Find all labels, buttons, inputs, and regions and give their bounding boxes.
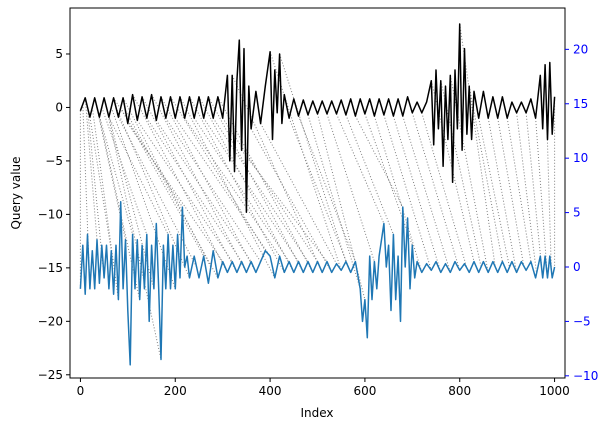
alignment-line bbox=[155, 120, 252, 262]
alignment-line bbox=[411, 112, 461, 271]
alignment-line bbox=[207, 96, 304, 273]
x-tick-label: 0 bbox=[77, 384, 85, 398]
alignment-line bbox=[506, 118, 532, 262]
alignment-line bbox=[373, 115, 423, 273]
y-tick-label-left: −15 bbox=[38, 261, 63, 275]
alignment-line bbox=[402, 115, 451, 273]
y-axis-left: −25 −20 −15 −10 −5 0 5 bbox=[38, 47, 70, 382]
alignment-line bbox=[189, 96, 285, 273]
alignment-line bbox=[478, 117, 510, 268]
alignment-line bbox=[392, 115, 442, 273]
alignment-line bbox=[136, 120, 233, 262]
alignment-line bbox=[91, 107, 119, 300]
alignment-line bbox=[269, 51, 342, 271]
alignment-line bbox=[298, 115, 356, 262]
y-tick-label-right: −5 bbox=[573, 314, 591, 328]
plot-frame bbox=[69, 7, 566, 379]
y-tick-label-right: −10 bbox=[573, 369, 598, 383]
y-tick-label-right: 15 bbox=[573, 97, 588, 111]
y-tick-label-left: −25 bbox=[38, 368, 63, 382]
x-axis-label: Index bbox=[300, 406, 333, 420]
alignment-line bbox=[141, 96, 238, 273]
alignment-line bbox=[174, 117, 271, 257]
x-tick-label: 800 bbox=[448, 384, 471, 398]
alignment-line bbox=[525, 112, 544, 278]
alignment-line bbox=[326, 113, 375, 262]
x-axis: 0 200 400 600 800 1000 bbox=[77, 378, 570, 398]
x-tick-label: 600 bbox=[353, 384, 376, 398]
alignment-line bbox=[132, 94, 228, 273]
alignment-line bbox=[184, 117, 281, 257]
y-axis-label: Query value bbox=[9, 156, 23, 229]
alignment-line bbox=[544, 64, 552, 270]
y-tick-label-right: 10 bbox=[573, 151, 588, 165]
alignment-line bbox=[279, 53, 347, 262]
alignment-line bbox=[459, 23, 496, 268]
y-tick-label-left: 0 bbox=[55, 100, 63, 114]
alignment-line bbox=[120, 107, 205, 257]
alignment-line bbox=[288, 117, 352, 273]
alignment-line bbox=[497, 118, 525, 266]
alignment-line bbox=[354, 115, 404, 208]
series-line-2 bbox=[79, 200, 556, 366]
alignment-line bbox=[336, 113, 385, 224]
y-tick-label-left: −10 bbox=[38, 207, 63, 221]
alignment-line bbox=[170, 96, 266, 251]
alignment-line bbox=[96, 107, 134, 235]
alignment-line bbox=[260, 123, 337, 264]
alignment-line bbox=[110, 107, 176, 289]
alignment-line bbox=[98, 116, 141, 300]
y-tick-label-right: 5 bbox=[573, 206, 581, 220]
alignment-line bbox=[125, 110, 219, 279]
alignment-line bbox=[106, 107, 162, 360]
x-tick-label: 200 bbox=[164, 384, 187, 398]
y-tick-label-right: 20 bbox=[573, 42, 588, 56]
alignment-line bbox=[117, 116, 198, 268]
alignment-line bbox=[160, 96, 257, 273]
alignment-line bbox=[364, 113, 413, 246]
alignment-line bbox=[487, 118, 518, 273]
x-tick-label: 400 bbox=[259, 384, 282, 398]
alignment-line bbox=[383, 114, 432, 271]
y-axis-right: −10 −5 0 5 10 15 20 bbox=[565, 42, 598, 383]
alignment-line bbox=[179, 96, 276, 279]
y-tick-label-left: −20 bbox=[38, 314, 63, 328]
alignment-line bbox=[94, 97, 126, 240]
alignment-line bbox=[127, 123, 224, 262]
x-tick-label: 1000 bbox=[539, 384, 570, 398]
alignment-line bbox=[250, 128, 333, 273]
alignment-line bbox=[151, 94, 247, 273]
series-line-1 bbox=[79, 23, 556, 213]
y-tick-label-right: 0 bbox=[573, 260, 581, 274]
alignment-line bbox=[108, 116, 169, 235]
y-tick-label-left: −5 bbox=[45, 154, 63, 168]
series-layer bbox=[79, 23, 556, 366]
alignment-line bbox=[231, 75, 323, 273]
alignment-line bbox=[345, 114, 394, 235]
y-tick-label-left: 5 bbox=[55, 47, 63, 61]
alignment-line bbox=[307, 114, 361, 289]
